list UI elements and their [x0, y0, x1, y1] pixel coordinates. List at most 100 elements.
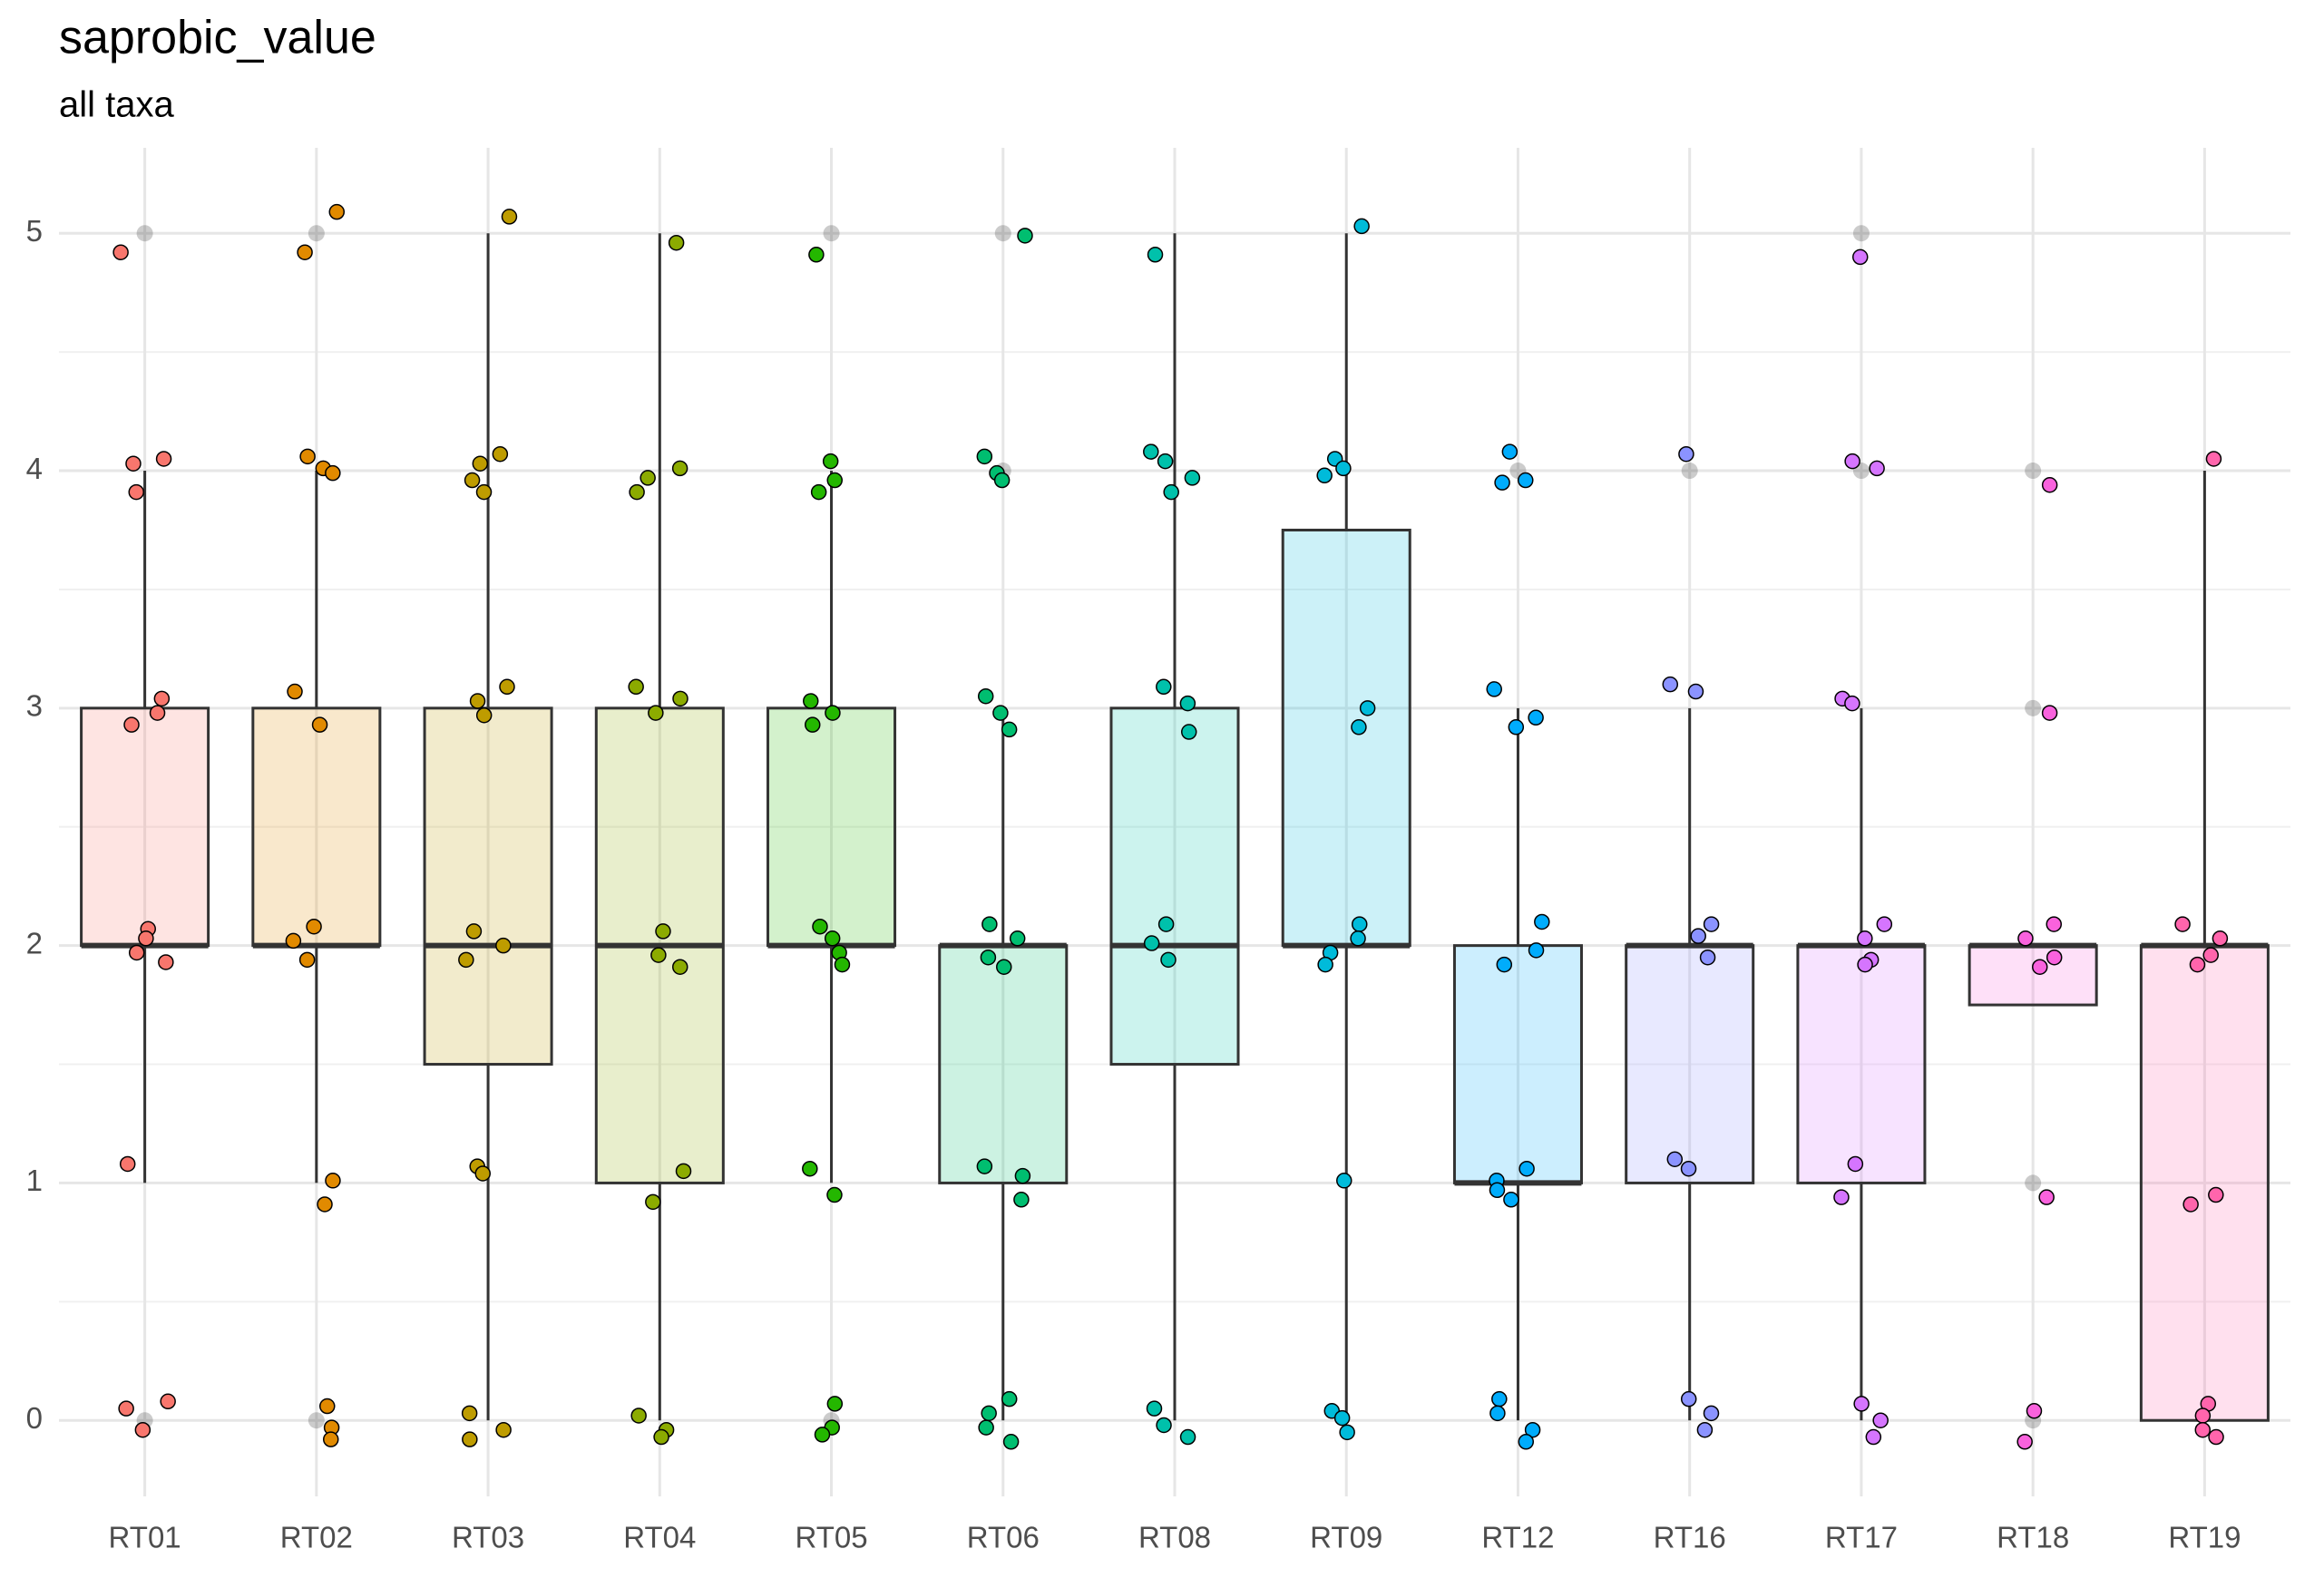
point — [155, 451, 172, 467]
point — [645, 1193, 661, 1211]
point — [1508, 719, 1525, 735]
point — [138, 930, 154, 947]
point — [640, 470, 656, 486]
point — [1703, 1405, 1720, 1422]
box — [1281, 528, 1411, 948]
point — [2017, 930, 2034, 947]
point — [1687, 683, 1704, 700]
point — [802, 1160, 818, 1177]
point — [1872, 1412, 1889, 1428]
point — [1143, 935, 1160, 951]
point — [1496, 956, 1513, 973]
point — [812, 918, 828, 935]
point — [1534, 913, 1550, 930]
x-tick-label: RT18 — [1997, 1521, 2069, 1554]
point — [992, 705, 1009, 721]
point — [648, 705, 664, 721]
point — [1518, 472, 1534, 489]
point — [2208, 1186, 2224, 1203]
point — [671, 959, 688, 975]
point — [1486, 681, 1502, 697]
box — [1968, 944, 2098, 1007]
point — [1678, 445, 1694, 463]
point — [112, 244, 129, 260]
box — [938, 944, 1069, 1184]
point — [153, 690, 171, 707]
point — [2205, 451, 2222, 467]
point — [149, 705, 166, 721]
point — [1317, 956, 1333, 973]
point — [1352, 916, 1368, 932]
point — [2038, 1189, 2055, 1205]
point — [1853, 1396, 1870, 1412]
x-tick-label: RT03 — [452, 1521, 524, 1554]
point — [319, 1398, 336, 1415]
x-tick-label: RT09 — [1310, 1521, 1382, 1554]
point — [2041, 477, 2058, 493]
point — [1662, 676, 1679, 693]
point — [2026, 1403, 2043, 1419]
point — [1179, 1428, 1196, 1446]
point — [2194, 1421, 2212, 1438]
outlier — [2025, 1174, 2042, 1192]
point — [1851, 248, 1869, 266]
box — [423, 706, 553, 1067]
point — [2016, 1434, 2033, 1450]
point — [1179, 695, 1196, 712]
x-tick-label: RT02 — [280, 1521, 353, 1554]
point — [2182, 1196, 2199, 1213]
point — [1503, 1192, 1519, 1208]
point — [808, 247, 825, 263]
point — [128, 944, 145, 961]
point — [834, 956, 851, 973]
point — [825, 705, 841, 721]
point — [1160, 951, 1177, 969]
x-tick-label: RT17 — [1825, 1521, 1898, 1554]
point — [285, 932, 302, 950]
point — [458, 951, 474, 969]
point — [981, 1405, 997, 1422]
point — [298, 951, 316, 969]
point — [492, 445, 509, 463]
y-tick-label: 0 — [26, 1401, 43, 1435]
point — [1528, 709, 1544, 726]
point — [1001, 1390, 1018, 1408]
y-tick-label: 1 — [26, 1164, 43, 1197]
point — [1844, 453, 1860, 470]
point — [1350, 930, 1366, 947]
box — [2139, 944, 2270, 1422]
point — [475, 706, 493, 724]
point — [1857, 956, 1873, 973]
point — [1857, 930, 1873, 947]
point — [653, 1428, 669, 1446]
point — [824, 930, 841, 947]
outlier — [823, 225, 840, 242]
point — [1699, 949, 1716, 966]
box — [1796, 944, 1927, 1184]
point — [1157, 916, 1175, 932]
point — [495, 1421, 512, 1438]
point — [1833, 1189, 1850, 1205]
point — [134, 1421, 151, 1438]
point — [2046, 916, 2063, 932]
point — [128, 483, 145, 501]
point — [462, 1431, 478, 1447]
outlier — [2025, 463, 2042, 480]
outlier — [1681, 463, 1698, 480]
chart-title: saprobic_value — [59, 12, 376, 64]
point — [1501, 443, 1518, 460]
point — [675, 1163, 692, 1180]
point — [1156, 1417, 1172, 1434]
point — [1847, 1155, 1864, 1173]
point — [317, 1196, 333, 1213]
point — [810, 483, 827, 501]
point — [2202, 947, 2219, 963]
point — [472, 455, 489, 472]
point — [1876, 916, 1893, 932]
point — [980, 949, 997, 966]
point — [499, 678, 515, 696]
point — [1680, 1160, 1697, 1177]
point — [978, 1419, 994, 1436]
box — [767, 706, 897, 948]
point — [311, 716, 328, 733]
